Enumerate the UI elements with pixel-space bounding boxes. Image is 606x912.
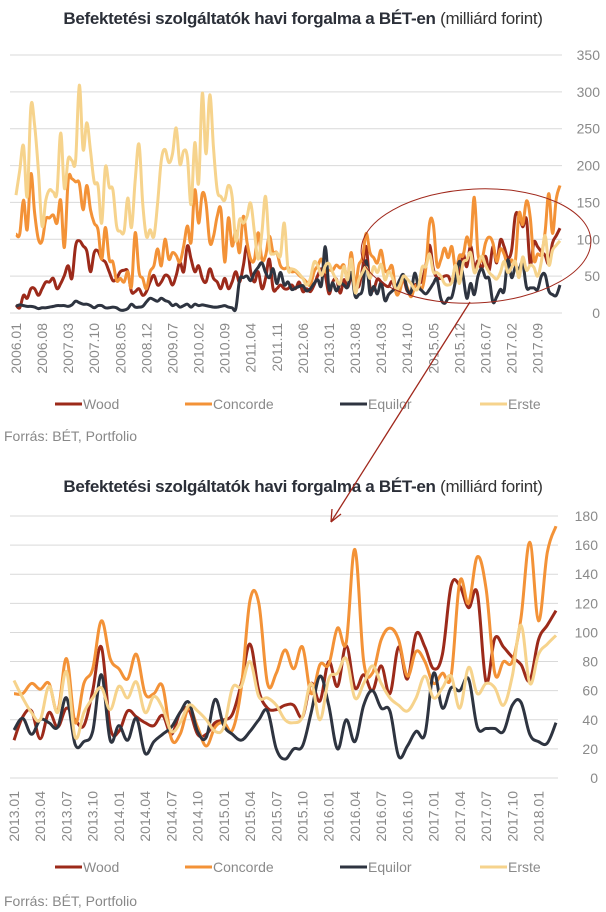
y-tick-label: 0 <box>590 770 598 786</box>
legend-label-equilor: Equilor <box>368 396 412 412</box>
y-tick-label: 100 <box>577 231 601 247</box>
legend-label-erste: Erste <box>508 859 541 875</box>
x-tick-label: 2013.10 <box>85 791 101 842</box>
legend-label-concorde: Concorde <box>213 396 274 412</box>
x-tick-label: 2014.04 <box>137 791 153 842</box>
chart-0: 0 50 100 150 200 250 300 350 2006.01 2006.08 2007.… <box>8 47 600 412</box>
y-tick-label: 60 <box>582 683 598 699</box>
y-tick-label: 350 <box>577 47 601 63</box>
x-tick-label: 2016.10 <box>399 791 415 842</box>
x-tick-label: 2015.04 <box>242 791 258 842</box>
x-tick-label: 2006.08 <box>34 323 50 374</box>
y-tick-label: 250 <box>577 121 601 137</box>
y-tick-label: 0 <box>592 305 600 321</box>
x-tick-label: 2015.05 <box>425 323 441 374</box>
y-tick-label: 300 <box>577 84 601 100</box>
legend-label-concorde: Concorde <box>213 859 274 875</box>
x-tick-label: 2016.01 <box>321 791 337 842</box>
x-tick-label: 2013.04 <box>32 791 48 842</box>
x-tick-label: 2015.10 <box>294 791 310 842</box>
chart-title-top: Befektetési szolgáltatók havi forgalma a… <box>0 9 606 29</box>
x-tick-label: 2017.09 <box>530 323 546 374</box>
x-tick-label: 2011.11 <box>269 323 285 372</box>
y-tick-label: 40 <box>582 712 598 728</box>
x-tick-label: 2014.10 <box>190 791 206 842</box>
highlight-ellipse <box>360 188 592 304</box>
series-line-equilor <box>15 245 562 313</box>
legend-label-erste: Erste <box>508 396 541 412</box>
x-tick-label: 2014.10 <box>399 323 415 374</box>
y-tick-label: 80 <box>582 654 598 670</box>
x-tick-label: 2014.07 <box>163 791 179 842</box>
x-tick-label: 2006.01 <box>8 323 24 374</box>
x-tick-label: 2017.02 <box>504 323 520 374</box>
title-unit: (milliárd forint) <box>440 477 543 496</box>
y-tick-label: 180 <box>575 508 599 524</box>
zoom-arrow-line <box>330 301 471 523</box>
y-tick-label: 50 <box>584 268 600 284</box>
x-tick-label: 2017.10 <box>504 791 520 842</box>
x-tick-label: 2013.01 <box>321 323 337 374</box>
y-tick-label: 140 <box>575 566 599 582</box>
legend-label-wood: Wood <box>83 859 119 875</box>
series-line-wood <box>12 577 558 741</box>
y-tick-label: 200 <box>577 158 601 174</box>
y-tick-label: 120 <box>575 595 599 611</box>
x-tick-label: 2011.04 <box>243 323 259 373</box>
title-bold: Befektetési szolgáltatók havi forgalma a… <box>63 9 436 28</box>
series-line-erste <box>14 83 562 295</box>
x-tick-label: 2010.02 <box>191 323 207 374</box>
y-tick-label: 150 <box>577 194 601 210</box>
y-tick-label: 160 <box>575 537 599 553</box>
y-tick-label: 100 <box>575 624 599 640</box>
series-line-wood <box>14 210 562 310</box>
title-bold: Befektetési szolgáltatók havi forgalma a… <box>63 477 436 496</box>
x-tick-label: 2016.04 <box>347 791 363 842</box>
x-tick-label: 2014.01 <box>111 791 127 842</box>
x-tick-label: 2008.12 <box>138 323 154 374</box>
x-tick-label: 2017.01 <box>426 791 442 842</box>
chart-1: 0 20 40 60 80 100 120 140 160 180 2013.01 2013.04 20… <box>6 508 598 875</box>
x-tick-label: 2013.08 <box>347 323 363 374</box>
x-tick-label: 2008.05 <box>112 323 128 374</box>
x-tick-label: 2018.01 <box>531 791 547 842</box>
x-tick-label: 2010.09 <box>217 323 233 374</box>
x-tick-label: 2015.12 <box>451 323 467 374</box>
title-unit: (milliárd forint) <box>440 9 543 28</box>
source-note-top: Forrás: BÉT, Portfolio <box>4 428 138 444</box>
arrow-head-icon <box>330 508 342 523</box>
series-line-erste <box>12 623 558 741</box>
x-tick-label: 2015.07 <box>268 791 284 842</box>
series-line-concorde <box>13 525 558 748</box>
x-tick-label: 2014.03 <box>373 323 389 374</box>
legend-label-wood: Wood <box>83 396 119 412</box>
x-tick-label: 2013.01 <box>6 791 22 842</box>
chart-title-bottom: Befektetési szolgáltatók havi forgalma a… <box>0 477 606 497</box>
y-tick-label: 20 <box>582 741 598 757</box>
x-tick-label: 2007.03 <box>60 323 76 374</box>
x-tick-label: 2009.07 <box>164 323 180 374</box>
source-note-bottom: Forrás: BÉT, Portfolio <box>4 893 138 909</box>
x-tick-label: 2016.07 <box>477 323 493 374</box>
x-tick-label: 2017.07 <box>478 791 494 842</box>
x-tick-label: 2017.04 <box>452 791 468 842</box>
x-tick-label: 2012.06 <box>295 323 311 374</box>
x-tick-label: 2015.01 <box>216 791 232 842</box>
x-tick-label: 2013.07 <box>58 791 74 842</box>
legend-label-equilor: Equilor <box>368 859 412 875</box>
x-tick-label: 2016.07 <box>373 791 389 842</box>
x-tick-label: 2007.10 <box>86 323 102 374</box>
